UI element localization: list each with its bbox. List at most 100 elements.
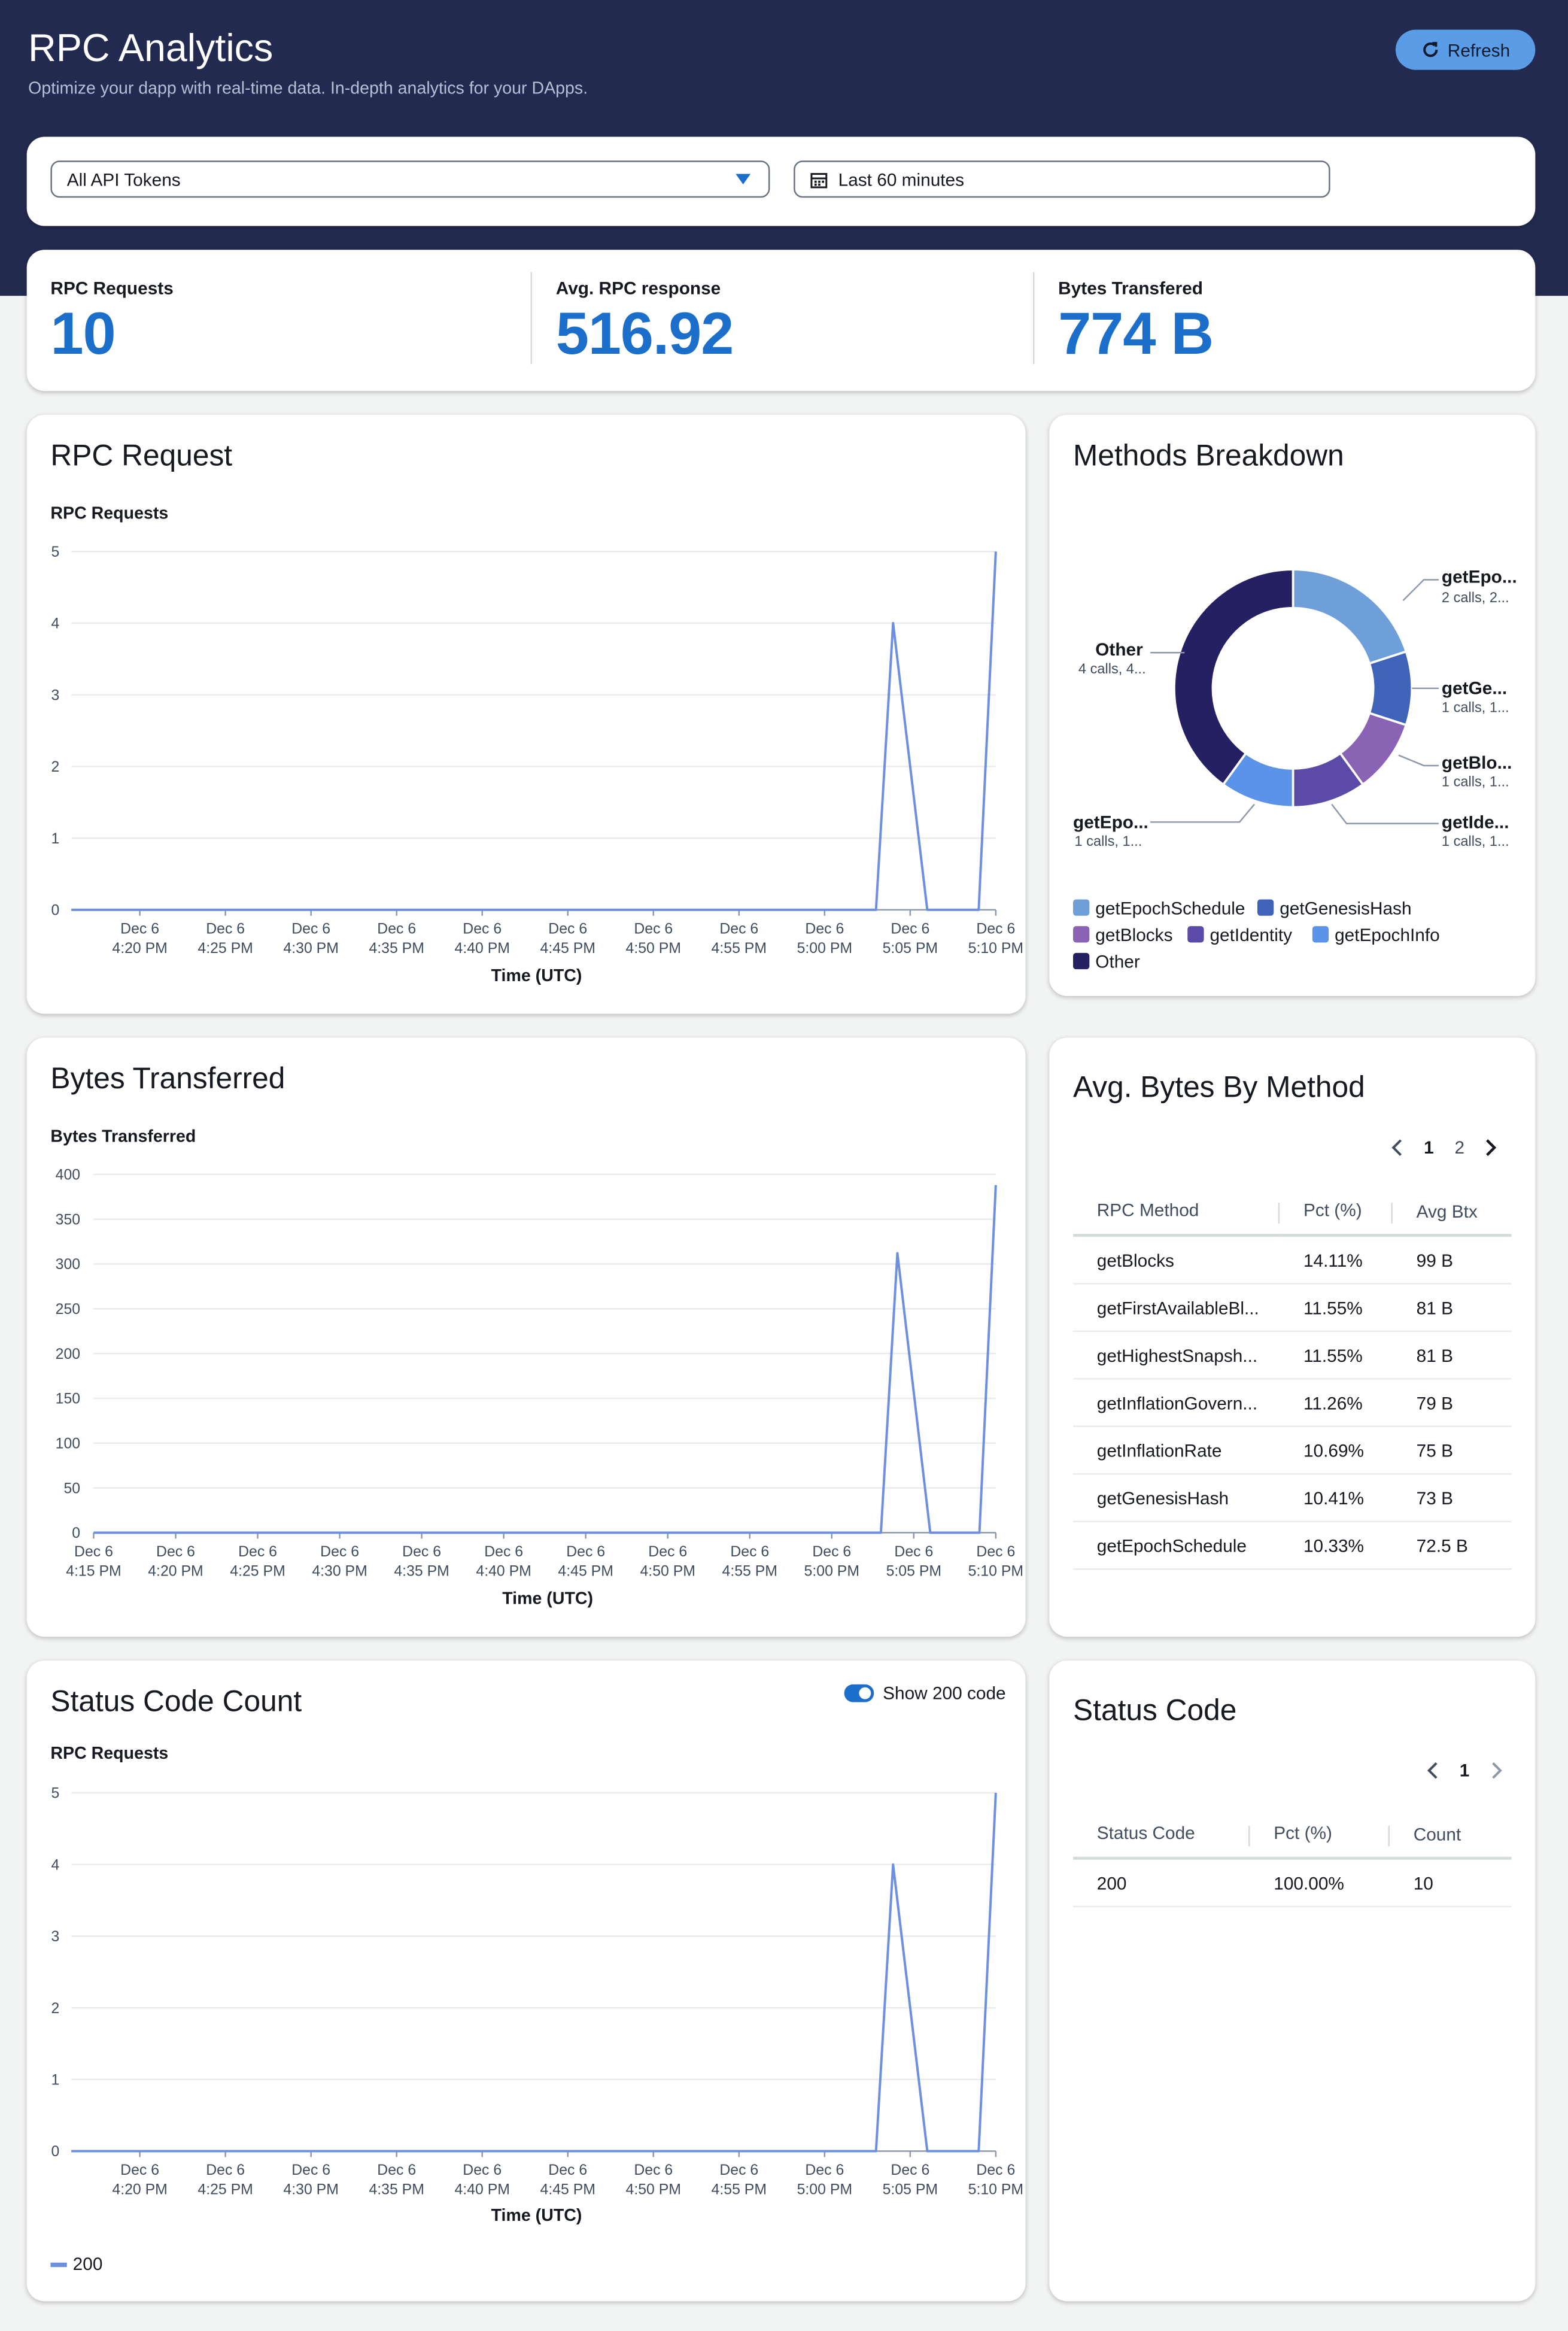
x-tick-label: 4:45 PM [540,940,595,957]
x-axis-title: Time (UTC) [502,1591,594,1609]
column-header[interactable]: Pct (%) [1280,1189,1393,1237]
status-code-table: Status Code Pct (%) Count 200 100.00% 10 [1073,1812,1512,1908]
column-header[interactable]: Pct (%) [1250,1812,1390,1860]
chevron-left-icon[interactable] [1427,1762,1439,1780]
page-1-button[interactable]: 1 [1424,1137,1434,1158]
status-code-count-chart: 0 1 2 3 4 5 Dec 6 4:20 PM Dec 6 4:25 PM Dec 6 4:30 … [51,1786,1024,2198]
x-tick-label: Dec 6 [484,1544,523,1560]
x-tick-label: 4:35 PM [369,940,424,957]
chevron-left-icon[interactable] [1391,1139,1403,1157]
y-tick-label: 4 [51,1857,60,1873]
x-tick-label: 4:45 PM [540,2181,595,2198]
api-token-select[interactable]: All API Tokens [50,160,770,198]
y-tick-label: 400 [56,1167,80,1183]
x-tick-label: Dec 6 [805,921,844,937]
callout-name: getEpo... [1073,811,1148,833]
column-header[interactable]: Count [1389,1812,1512,1860]
legend-label: getEpochInfo [1335,924,1440,946]
legend-label: getBlocks [1095,924,1173,946]
legend-item: getEpochInfo [1312,924,1440,946]
table-row: getHighestSnapsh... 11.55% 81 B [1073,1331,1512,1380]
column-header[interactable]: Avg Btx [1392,1189,1512,1237]
x-tick-label: 5:00 PM [804,1563,859,1579]
time-range-picker[interactable]: Last 60 minutes [794,160,1330,198]
page-subtitle: Optimize your dapp with real-time data. … [28,80,588,98]
x-tick-label: 4:55 PM [712,940,767,957]
time-range-value: Last 60 minutes [838,168,965,190]
donut-slice [1292,568,1408,665]
x-tick-label: Dec 6 [548,921,587,937]
card-title: Methods Breakdown [1073,440,1344,473]
toggle-label: Show 200 code [883,1683,1006,1704]
methods-donut-chart [1150,568,1439,825]
x-tick-label: Dec 6 [719,2162,758,2178]
callout-detail: 1 calls, 1... [1074,834,1142,851]
table-header-row: Status Code Pct (%) Count [1073,1812,1512,1860]
table-cell: 10.33% [1280,1521,1393,1570]
y-axis-title: RPC Requests [50,1745,169,1764]
table-row: 200 100.00% 10 [1073,1858,1512,1908]
page-2-button[interactable]: 2 [1454,1137,1465,1158]
page-1-button[interactable]: 1 [1459,1760,1470,1781]
bytes-transferred-chart: 0 50 100 150 200 250 300 350 400 Dec 6 4:15 PM Dec … [56,1167,1023,1580]
x-tick-label: 5:10 PM [968,2181,1023,2198]
x-tick-label: Dec 6 [976,1544,1015,1560]
y-axis-title: RPC Requests [50,505,169,524]
x-tick-label: Dec 6 [156,1544,195,1560]
refresh-icon [1423,42,1438,57]
y-tick-label: 3 [51,1929,60,1945]
table-cell: 79 B [1392,1379,1512,1428]
y-tick-label: 150 [56,1391,80,1407]
table-cell: 75 B [1392,1426,1512,1475]
legend-label: getGenesisHash [1280,897,1412,919]
x-tick-label: Dec 6 [894,1544,933,1560]
table-cell: 73 B [1392,1474,1512,1523]
column-header[interactable]: RPC Method [1073,1189,1280,1237]
x-tick-label: Dec 6 [463,921,502,937]
chevron-right-icon[interactable] [1490,1762,1502,1780]
pagination: 1 2 [1391,1137,1497,1158]
x-tick-label: Dec 6 [566,1544,605,1560]
table-row: getInflationGovern... 11.26% 79 B [1073,1379,1512,1428]
show-200-toggle[interactable] [844,1684,874,1702]
x-tick-label: 4:25 PM [230,1563,285,1579]
callout-leader-line [1150,803,1255,823]
x-tick-label: 4:20 PM [112,2181,167,2198]
callout-detail: 1 calls, 1... [1441,774,1509,791]
table-cell: 100.00% [1250,1858,1390,1908]
legend-line-swatch [50,2262,67,2266]
x-tick-label: 4:20 PM [112,940,167,957]
y-tick-label: 50 [63,1480,80,1497]
chevron-right-icon[interactable] [1485,1139,1497,1157]
table-cell: 11.55% [1280,1283,1393,1333]
y-tick-label: 2 [51,759,60,775]
y-tick-label: 3 [51,687,60,703]
y-tick-label: 1 [51,831,60,847]
x-tick-label: 4:40 PM [476,1563,531,1579]
x-tick-label: Dec 6 [891,2162,929,2178]
refresh-button[interactable]: Refresh [1395,29,1536,70]
x-tick-label: 4:40 PM [454,940,509,957]
callout-leader-line [1402,579,1439,602]
status-code-card: Status Code 1 Status Code Pct (%) Count … [1049,1660,1536,2302]
callout-leader-line [1398,754,1439,767]
legend-item: getEpochSchedule [1073,898,1245,919]
stats-card: RPC Requests 10 Avg. RPC response 516.92… [26,250,1536,391]
stat-value-bytes: 774 B [1058,302,1214,368]
refresh-label: Refresh [1447,39,1511,60]
table-cell: 10 [1389,1858,1512,1908]
x-tick-label: 4:40 PM [454,2181,509,2198]
table-cell: 81 B [1392,1283,1512,1333]
x-tick-label: Dec 6 [320,1544,359,1560]
y-tick-label: 100 [56,1435,80,1452]
stat-value-response: 516.92 [555,302,734,368]
callout-name: getGe... [1441,678,1508,699]
column-header[interactable]: Status Code [1073,1812,1250,1860]
table-cell: getFirstAvailableBl... [1073,1283,1280,1333]
column-header-label: RPC Method [1096,1200,1199,1221]
series-line [71,551,997,911]
x-tick-label: 4:20 PM [148,1563,203,1579]
stat-value-requests: 10 [50,302,116,368]
x-tick-label: 4:50 PM [640,1563,695,1579]
